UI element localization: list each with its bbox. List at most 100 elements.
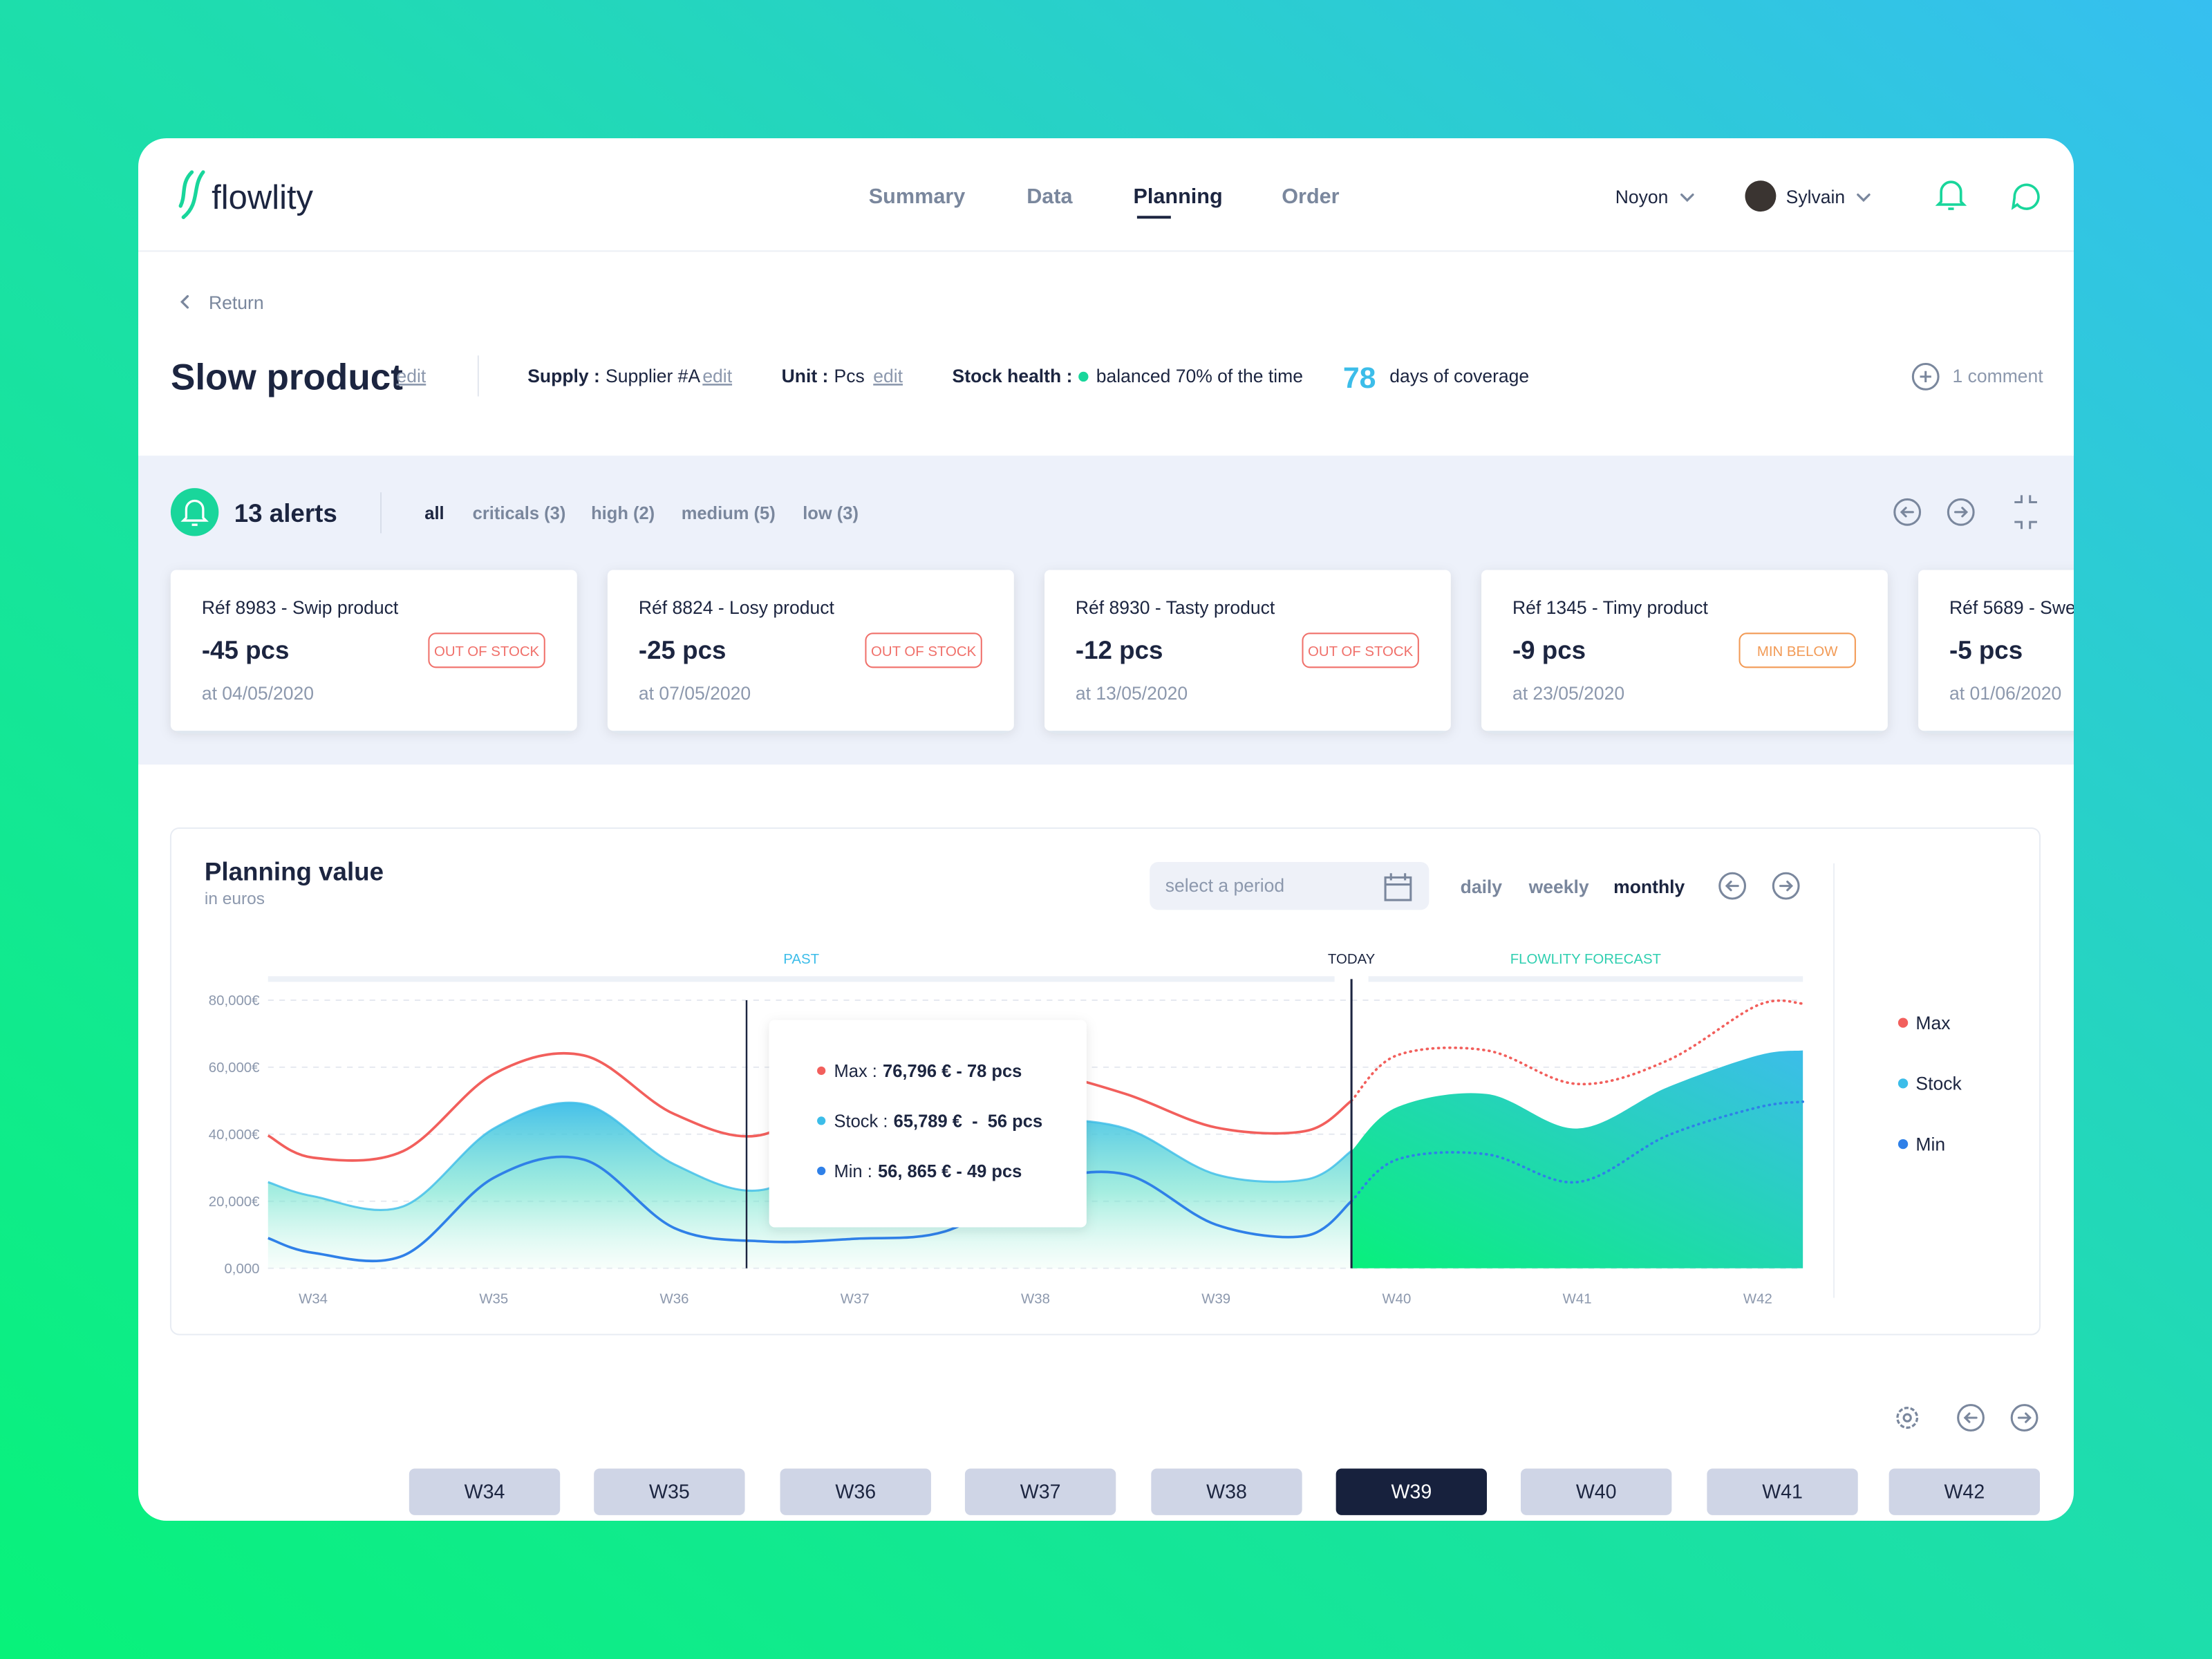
tooltip-label: Stock : [834, 1112, 888, 1132]
supply: Supply : Supplier #A [527, 366, 700, 386]
nav-item[interactable]: Data [1027, 185, 1073, 208]
arrow-circle [2010, 1404, 2038, 1432]
week-button[interactable]: W40 [1521, 1468, 1672, 1515]
alert-card[interactable]: Réf 8824 - Losy product -25 pcs at 07/05/2… [607, 570, 1014, 731]
alert-status: OUT OF STOCK [1308, 644, 1414, 659]
nav-item[interactable]: Order [1282, 185, 1339, 208]
period-placeholder: select a period [1165, 875, 1284, 896]
alert-date: at 01/06/2020 [1949, 683, 2061, 704]
alert-qty: -9 pcs [1512, 636, 1586, 664]
settings-button[interactable] [1896, 1407, 1919, 1429]
alert-filter[interactable]: criticals (3) [473, 504, 566, 523]
legend-label[interactable]: Stock [1915, 1074, 1962, 1094]
comments-link[interactable]: 1 comment [1952, 366, 2043, 386]
x-tick-label: W42 [1743, 1292, 1772, 1307]
period-input[interactable] [1150, 861, 1430, 910]
arrow-circle [1718, 872, 1747, 900]
edit-link[interactable]: edit [702, 366, 732, 386]
stock-area-forecast [1351, 1050, 1803, 1268]
bell-icon[interactable] [1935, 180, 1967, 210]
alert-filter[interactable]: medium (5) [682, 504, 776, 523]
week-button[interactable]: W37 [964, 1468, 1116, 1515]
alert-date: at 13/05/2020 [1076, 683, 1188, 704]
arrow-button[interactable] [1772, 872, 1800, 900]
arrow-circle [1893, 498, 1922, 526]
tooltip-dot [817, 1166, 826, 1175]
alert-date: at 07/05/2020 [639, 683, 751, 704]
week-button[interactable]: W35 [594, 1468, 745, 1515]
user-name[interactable]: Sylvain [1786, 187, 1845, 207]
week-button[interactable]: W36 [780, 1468, 931, 1515]
week-label: W41 [1762, 1481, 1803, 1503]
past-label: PAST [783, 952, 819, 967]
alert-card[interactable]: Réf 8930 - Tasty product -12 pcs at 13/05/… [1044, 570, 1451, 731]
line-forecast [1350, 1100, 1804, 1203]
x-tick-label: W39 [1201, 1292, 1230, 1307]
supply-value: Supplier #A [606, 366, 700, 386]
alert-status-badge [428, 632, 545, 668]
app-window: flowlity Summary Data Planning Order Noyon Syl… [138, 138, 2212, 1521]
logo-icon [178, 170, 205, 219]
week-button[interactable]: W41 [1707, 1468, 1858, 1515]
edit-link[interactable]: edit [873, 366, 903, 386]
period-option[interactable]: monthly [1613, 877, 1685, 897]
logo-text: flowlity [212, 179, 313, 216]
tooltip: Max : 76,796 € - 78 pcs Stock : 65,789 € - … [769, 1020, 1087, 1228]
arrow-button[interactable] [1947, 498, 1975, 526]
week-button-bg [1707, 1468, 1858, 1515]
alert-ref: Réf 1345 - Timy product [1512, 597, 1709, 618]
alert-qty: -12 pcs [1076, 636, 1163, 664]
nav-item[interactable]: Summary [869, 185, 966, 208]
alert-ref: Réf 8824 - Losy product [639, 597, 835, 618]
arrow-button[interactable] [1718, 872, 1747, 900]
location-select[interactable]: Noyon [1615, 187, 1669, 207]
coverage-value: 78 [1343, 362, 1376, 395]
nav-item[interactable]: Planning [1133, 185, 1222, 208]
tooltip-line: Max : 76,796 € - 78 pcs [834, 1062, 1022, 1081]
alert-filter[interactable]: all [424, 504, 444, 523]
edit-link[interactable]: edit [396, 366, 426, 386]
supply-label: Supply : [527, 366, 600, 386]
line-past [268, 1155, 1353, 1263]
return-link[interactable]: Return [209, 292, 264, 313]
alert-filter[interactable]: high (2) [591, 504, 655, 523]
add-comment-plus [1920, 371, 1931, 383]
product-title: Slow product [171, 357, 403, 397]
arrow-button[interactable] [1957, 1404, 1985, 1432]
week-button[interactable]: W34 [409, 1468, 561, 1515]
week-button[interactable]: W42 [1888, 1468, 2041, 1515]
alert-card[interactable]: Réf 8983 - Swip product -45 pcs at 04/05/2… [170, 570, 577, 731]
week-button-bg [964, 1468, 1116, 1515]
arrow-button[interactable] [1893, 498, 1922, 526]
alert-filter[interactable]: low (3) [803, 504, 859, 523]
add-comment-icon[interactable] [1911, 363, 1940, 391]
tooltip-line: Stock : 65,789 € - 56 pcs [834, 1112, 1043, 1132]
legend-label[interactable]: Min [1915, 1134, 1945, 1154]
week-label: W36 [835, 1481, 876, 1503]
tooltip-dot [817, 1116, 826, 1125]
x-tick-label: W38 [1021, 1292, 1050, 1307]
collapse-icon[interactable] [2014, 495, 2037, 529]
unit-label: Unit : [782, 366, 829, 386]
week-button[interactable]: W39 [1335, 1468, 1488, 1515]
period-option[interactable]: weekly [1528, 877, 1589, 897]
week-label: W42 [1944, 1481, 1985, 1503]
alerts-badge [170, 488, 219, 536]
alert-card-bg [607, 570, 1014, 731]
chat-icon[interactable] [2011, 183, 2040, 210]
unit-value: Pcs [834, 366, 865, 386]
legend-dot [1897, 1138, 1909, 1150]
today-label: TODAY [1328, 952, 1376, 967]
arrow-button[interactable] [2010, 1404, 2038, 1432]
tooltip-label: Max : [834, 1062, 877, 1081]
unit: Unit : Pcs [782, 366, 865, 386]
tooltip-value: 56, 865 € - 49 pcs [878, 1162, 1022, 1181]
alert-card[interactable]: Réf 5689 - Swe -5 pcs at 01/06/2020 [1918, 570, 2212, 731]
forecast-band [1368, 976, 1803, 982]
period-option[interactable]: daily [1461, 877, 1503, 897]
alert-card[interactable]: Réf 1345 - Timy product -9 pcs at 23/05/20… [1481, 570, 1888, 731]
week-label: W37 [1020, 1481, 1061, 1503]
week-button[interactable]: W38 [1151, 1468, 1302, 1515]
legend-label[interactable]: Max [1915, 1013, 1950, 1033]
